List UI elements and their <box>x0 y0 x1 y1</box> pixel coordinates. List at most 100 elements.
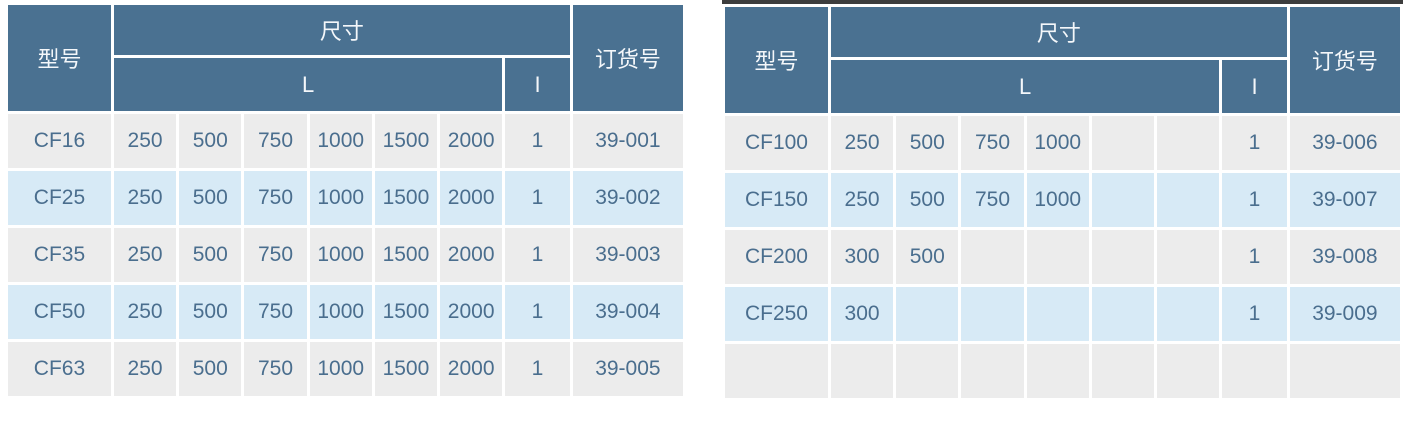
cell-length-6 <box>1157 230 1220 284</box>
cell-length-5 <box>1091 230 1155 284</box>
cell-length-3 <box>961 344 1024 398</box>
top-accent-bar <box>722 0 1403 4</box>
col-header-length: L <box>113 58 503 111</box>
cell-length-3: 750 <box>244 171 307 225</box>
col-header-dimensions: 尺寸 <box>830 7 1287 57</box>
col-header-model: 型号 <box>725 7 828 113</box>
cell-length-5 <box>1091 173 1155 227</box>
table-row: CF16 250 500 750 1000 1500 2000 1 39-001 <box>8 114 683 168</box>
col-header-order: 订货号 <box>1289 7 1400 113</box>
cell-length-4 <box>1026 344 1089 398</box>
table-row: CF250 300 1 39-009 <box>725 287 1400 341</box>
col-header-dimensions: 尺寸 <box>113 5 570 55</box>
cell-order: 39-001 <box>572 114 683 168</box>
cell-length-4 <box>1026 287 1089 341</box>
cell-model: CF63 <box>8 342 111 396</box>
cell-i: 1 <box>1222 116 1287 170</box>
cell-model: CF50 <box>8 285 111 339</box>
cell-length-2: 500 <box>179 342 242 396</box>
spec-table-left-section: 型号 尺寸 订货号 L I CF16 250 500 750 1000 1500 2000 1… <box>5 0 686 399</box>
table-row: CF25 250 500 750 1000 1500 2000 1 39-002 <box>8 171 683 225</box>
cell-length-1: 250 <box>113 171 177 225</box>
cell-length-2 <box>896 344 959 398</box>
cell-i: 1 <box>505 114 570 168</box>
cell-order: 39-009 <box>1289 287 1400 341</box>
cell-length-4: 1000 <box>1026 116 1089 170</box>
cell-length-4: 1000 <box>309 171 372 225</box>
cell-length-3: 750 <box>244 285 307 339</box>
table-row: CF150 250 500 750 1000 1 39-007 <box>725 173 1400 227</box>
cell-length-1: 250 <box>830 173 894 227</box>
cell-length-6: 2000 <box>440 171 503 225</box>
cell-length-1: 250 <box>113 228 177 282</box>
cell-length-5: 1500 <box>374 285 438 339</box>
cell-length-3 <box>961 287 1024 341</box>
col-header-i: I <box>505 58 570 111</box>
cell-length-5: 1500 <box>374 171 438 225</box>
cell-length-2: 500 <box>896 173 959 227</box>
col-header-order: 订货号 <box>572 5 683 111</box>
table-row: CF200 300 500 1 39-008 <box>725 230 1400 284</box>
table-row: CF63 250 500 750 1000 1500 2000 1 39-005 <box>8 342 683 396</box>
cell-length-3: 750 <box>961 116 1024 170</box>
cell-order: 39-006 <box>1289 116 1400 170</box>
cell-length-2: 500 <box>896 230 959 284</box>
table-row <box>725 344 1400 398</box>
cell-length-6: 2000 <box>440 342 503 396</box>
cell-length-1: 250 <box>113 342 177 396</box>
cell-length-3 <box>961 230 1024 284</box>
cell-length-6 <box>1157 287 1220 341</box>
cell-length-5 <box>1091 116 1155 170</box>
cell-length-2: 500 <box>179 114 242 168</box>
cell-length-5: 1500 <box>374 342 438 396</box>
cell-length-2: 500 <box>896 116 959 170</box>
cell-length-4: 1000 <box>1026 173 1089 227</box>
cell-order <box>1289 344 1400 398</box>
cell-length-6 <box>1157 173 1220 227</box>
cell-order: 39-002 <box>572 171 683 225</box>
cell-i: 1 <box>505 228 570 282</box>
cell-i: 1 <box>1222 287 1287 341</box>
cell-order: 39-007 <box>1289 173 1400 227</box>
cell-length-4: 1000 <box>309 285 372 339</box>
cell-length-2: 500 <box>179 171 242 225</box>
table-row: CF50 250 500 750 1000 1500 2000 1 39-004 <box>8 285 683 339</box>
spec-table-left: 型号 尺寸 订货号 L I CF16 250 500 750 1000 1500 2000 1… <box>5 2 686 399</box>
cell-order: 39-004 <box>572 285 683 339</box>
cell-model: CF25 <box>8 171 111 225</box>
cell-model: CF250 <box>725 287 828 341</box>
col-header-length: L <box>830 60 1220 113</box>
cell-model: CF200 <box>725 230 828 284</box>
cell-length-4: 1000 <box>309 342 372 396</box>
cell-model: CF35 <box>8 228 111 282</box>
cell-length-6 <box>1157 116 1220 170</box>
cell-length-3: 750 <box>244 342 307 396</box>
cell-length-6: 2000 <box>440 114 503 168</box>
cell-model: CF16 <box>8 114 111 168</box>
cell-length-4: 1000 <box>309 228 372 282</box>
cell-length-1 <box>830 344 894 398</box>
cell-i: 1 <box>505 285 570 339</box>
col-header-i: I <box>1222 60 1287 113</box>
spec-table-right-section: 型号 尺寸 订货号 L I CF100 250 500 750 1000 1 39-006 C… <box>722 0 1403 401</box>
cell-i <box>1222 344 1287 398</box>
cell-length-1: 300 <box>830 287 894 341</box>
cell-length-5 <box>1091 287 1155 341</box>
cell-length-3: 750 <box>961 173 1024 227</box>
cell-length-3: 750 <box>244 228 307 282</box>
cell-model: CF150 <box>725 173 828 227</box>
cell-length-2: 500 <box>179 285 242 339</box>
cell-model: CF100 <box>725 116 828 170</box>
table-row: CF35 250 500 750 1000 1500 2000 1 39-003 <box>8 228 683 282</box>
cell-order: 39-003 <box>572 228 683 282</box>
cell-length-1: 250 <box>830 116 894 170</box>
col-header-model: 型号 <box>8 5 111 111</box>
cell-length-3: 750 <box>244 114 307 168</box>
cell-length-2: 500 <box>179 228 242 282</box>
cell-length-5 <box>1091 344 1155 398</box>
spec-table-right: 型号 尺寸 订货号 L I CF100 250 500 750 1000 1 39-006 C… <box>722 4 1403 401</box>
cell-length-5: 1500 <box>374 114 438 168</box>
cell-length-1: 250 <box>113 285 177 339</box>
cell-i: 1 <box>1222 173 1287 227</box>
